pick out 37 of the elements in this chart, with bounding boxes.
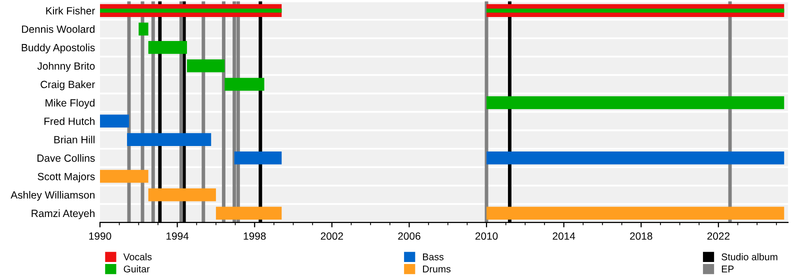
legend-label: Drums [423, 266, 451, 272]
x-tick-label: 2014 [552, 232, 576, 240]
x-tick-label: 2006 [398, 232, 420, 240]
y-tick-label: Scott Majors [38, 172, 95, 182]
y-tick-label: Ashley Williamson [10, 191, 94, 201]
bar [234, 151, 282, 164]
x-tick-label: 2018 [630, 232, 652, 240]
bar [216, 206, 282, 220]
bar [138, 22, 148, 36]
x-tick-label: 1998 [244, 232, 266, 240]
x-tick-label: 1990 [89, 232, 112, 240]
bar [186, 59, 225, 72]
bar [148, 188, 216, 202]
legend-label: Studio album [722, 253, 778, 260]
y-tick-label: Buddy Apostolis [22, 44, 95, 54]
y-tick-label: Ramzi Ateyeh [32, 209, 94, 220]
x-tick-label: 2022 [707, 232, 730, 240]
legend-label: Bass [423, 254, 444, 260]
y-tick-label: Fred Hutch [44, 117, 94, 125]
y-tick-label: Brian Hill [54, 136, 94, 144]
bar [100, 170, 148, 183]
bar [127, 133, 212, 146]
bar [148, 40, 187, 54]
bar [224, 78, 264, 91]
bar [100, 114, 129, 128]
y-tick-label: Craig Baker [40, 80, 95, 90]
x-tick-label: 1994 [166, 232, 189, 240]
y-tick-label: Johnny Brito [37, 62, 95, 72]
x-tick-label: 2002 [320, 232, 343, 240]
legend-label: Guitar [124, 265, 150, 272]
y-tick-label: Dennis Woolard [22, 25, 94, 33]
legend-label: Vocals [123, 253, 152, 260]
y-tick-label: Dave Collins [38, 154, 95, 162]
x-tick-label: 2010 [475, 232, 498, 240]
y-tick-label: Kirk Fisher [46, 6, 95, 14]
y-tick-label: Mike Floyd [46, 98, 94, 109]
legend-label: EP [722, 266, 734, 272]
